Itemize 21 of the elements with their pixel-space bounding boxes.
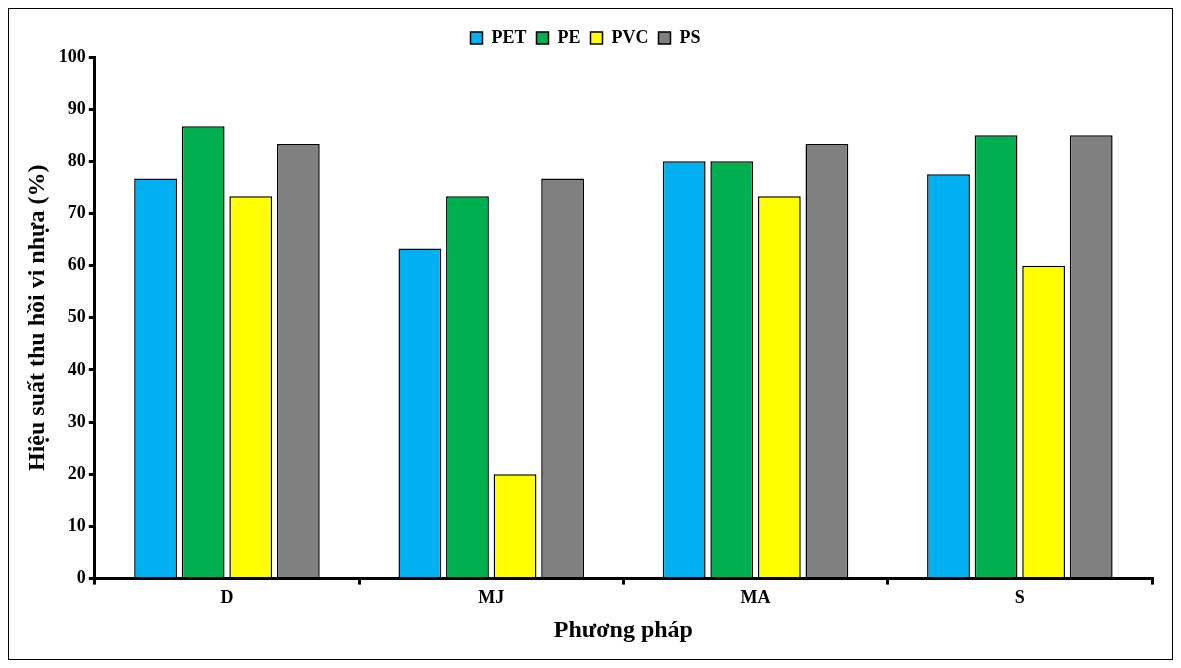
x-tick-label: MJ [478, 587, 505, 608]
y-tick-label: 80 [67, 149, 86, 170]
x-tick-label: S [1014, 587, 1025, 608]
y-tick-label: 20 [67, 462, 86, 483]
x-tick-label: D [220, 587, 234, 608]
legend-label: PS [679, 26, 701, 47]
y-tick-label: 50 [67, 306, 86, 327]
x-axis-title: Phương pháp [553, 615, 693, 642]
y-tick-label: 40 [67, 358, 86, 379]
y-axis-title: Hiệu suất thu hồi vi nhựa (%) [22, 164, 49, 472]
y-tick-label: 60 [67, 254, 86, 275]
y-tick-label: 90 [67, 97, 86, 118]
y-tick-label: 70 [67, 202, 86, 223]
y-tick-label: 10 [67, 515, 86, 536]
legend-label: PVC [611, 26, 649, 47]
y-tick-label: 30 [67, 410, 86, 431]
legend-label: PE [557, 26, 581, 47]
legend-label: PET [491, 26, 527, 47]
x-tick-label: MA [740, 587, 771, 608]
y-tick-label: 0 [76, 567, 86, 588]
y-tick-label: 100 [58, 45, 86, 66]
